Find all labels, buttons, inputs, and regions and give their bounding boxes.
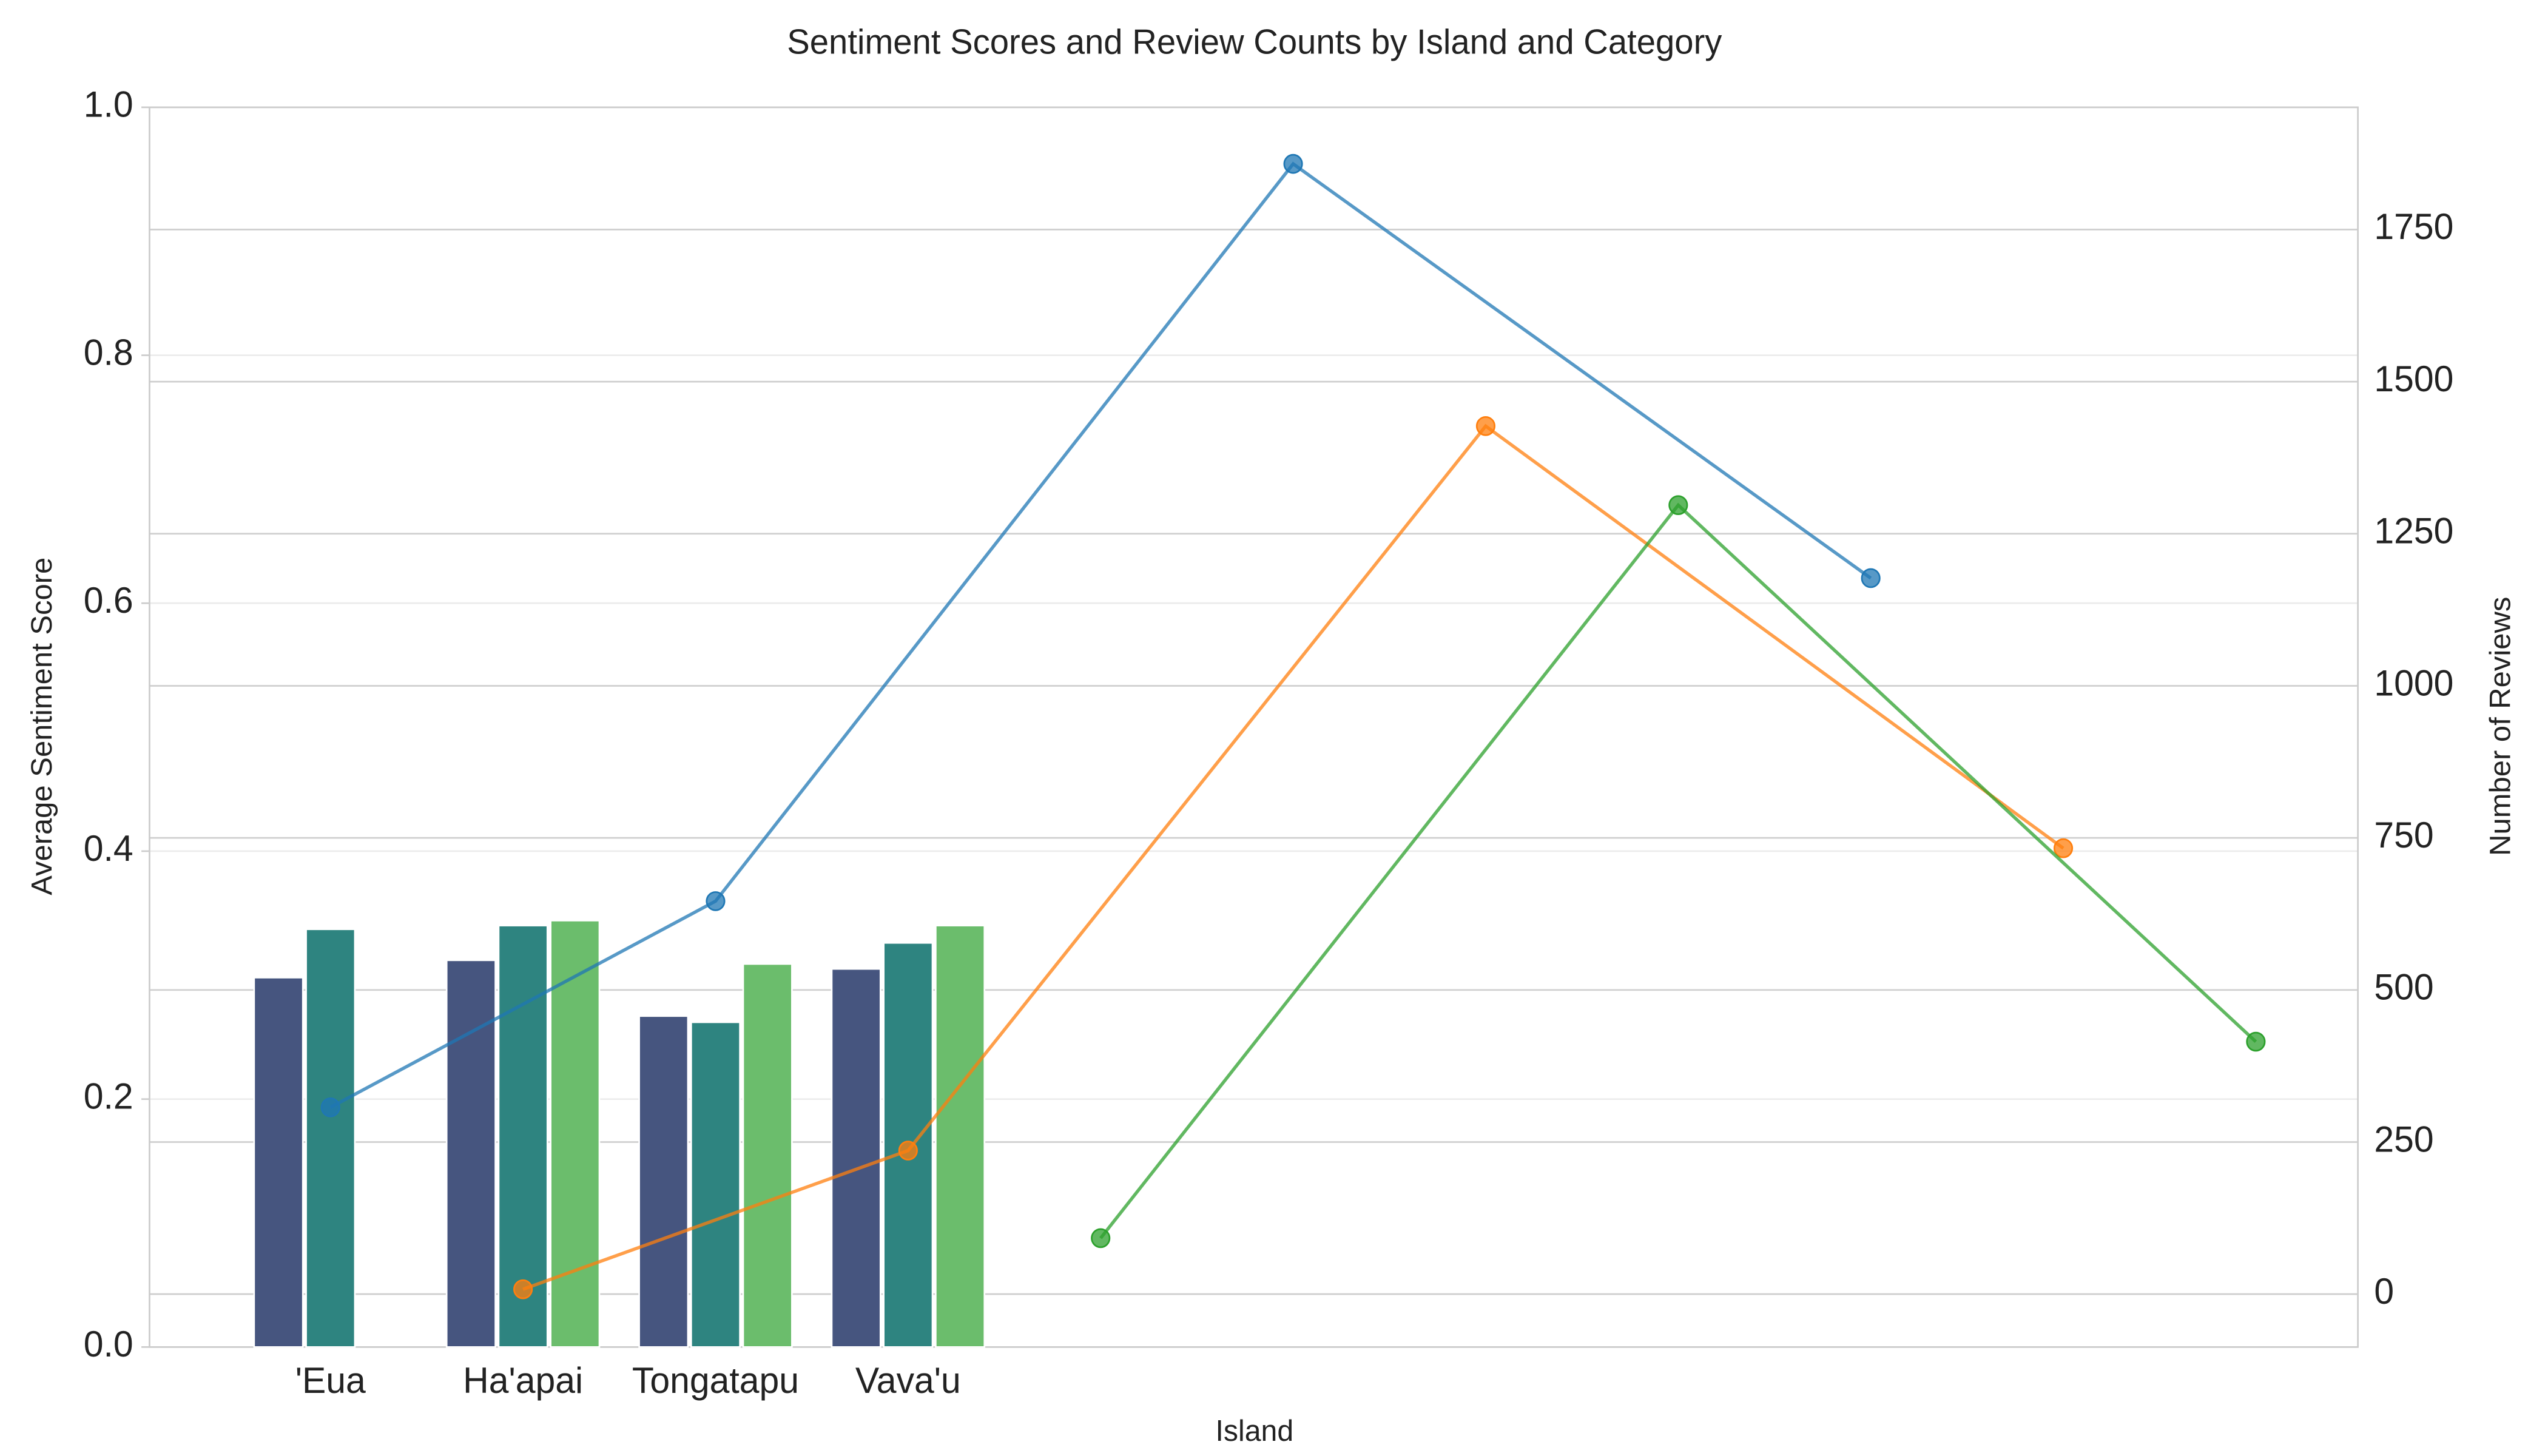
- point: [513, 1279, 533, 1299]
- line: [522, 423, 2064, 1291]
- y-tick-label: 0.6: [84, 580, 133, 621]
- line: [329, 161, 1872, 1109]
- bar: [935, 925, 986, 1348]
- y2-tick-label: 0: [2374, 1271, 2394, 1312]
- point: [1861, 568, 1881, 588]
- bar: [831, 968, 881, 1348]
- y-tick-label: 0.8: [84, 332, 133, 373]
- y-axis-label: Average Sentiment Score: [25, 558, 58, 895]
- bar: [742, 963, 793, 1348]
- point: [1283, 153, 1303, 174]
- y2-tick-label: 1250: [2374, 510, 2453, 551]
- x-tick-label: Vava'u: [855, 1360, 961, 1401]
- x-tick-label: 'Eua: [295, 1360, 366, 1401]
- point: [2053, 838, 2074, 858]
- bar: [690, 1021, 741, 1348]
- y2-axis-label: Number of Reviews: [2484, 597, 2517, 856]
- x-axis-label: Island: [1216, 1414, 1294, 1447]
- point: [898, 1141, 918, 1161]
- plot-frame: [149, 106, 2359, 1348]
- y-tick-label: 0.0: [84, 1324, 133, 1365]
- x-tick-label: Tongatapu: [632, 1360, 799, 1401]
- point: [1475, 416, 1496, 436]
- y2-tick-label: 1000: [2374, 662, 2453, 704]
- y2-tick-label: 1500: [2374, 358, 2453, 399]
- y-tick-label: 0.2: [84, 1076, 133, 1117]
- point: [1668, 495, 1688, 515]
- point: [706, 891, 726, 911]
- point: [2246, 1031, 2266, 1052]
- y2-tick-label: 750: [2374, 815, 2433, 856]
- bar: [305, 928, 356, 1348]
- bar: [253, 977, 304, 1348]
- x-tick-label: Ha'apai: [463, 1360, 583, 1401]
- y2-tick-label: 250: [2374, 1119, 2433, 1160]
- point: [1091, 1228, 1111, 1249]
- bar: [638, 1015, 689, 1348]
- y-tick-label: 1.0: [84, 84, 133, 125]
- chart-title: Sentiment Scores and Review Counts by Is…: [787, 23, 1722, 61]
- y-tick-label: 0.4: [84, 827, 133, 869]
- point: [320, 1097, 340, 1117]
- bar: [445, 959, 496, 1348]
- y2-tick-label: 500: [2374, 966, 2433, 1008]
- y2-tick-label: 1750: [2374, 206, 2453, 248]
